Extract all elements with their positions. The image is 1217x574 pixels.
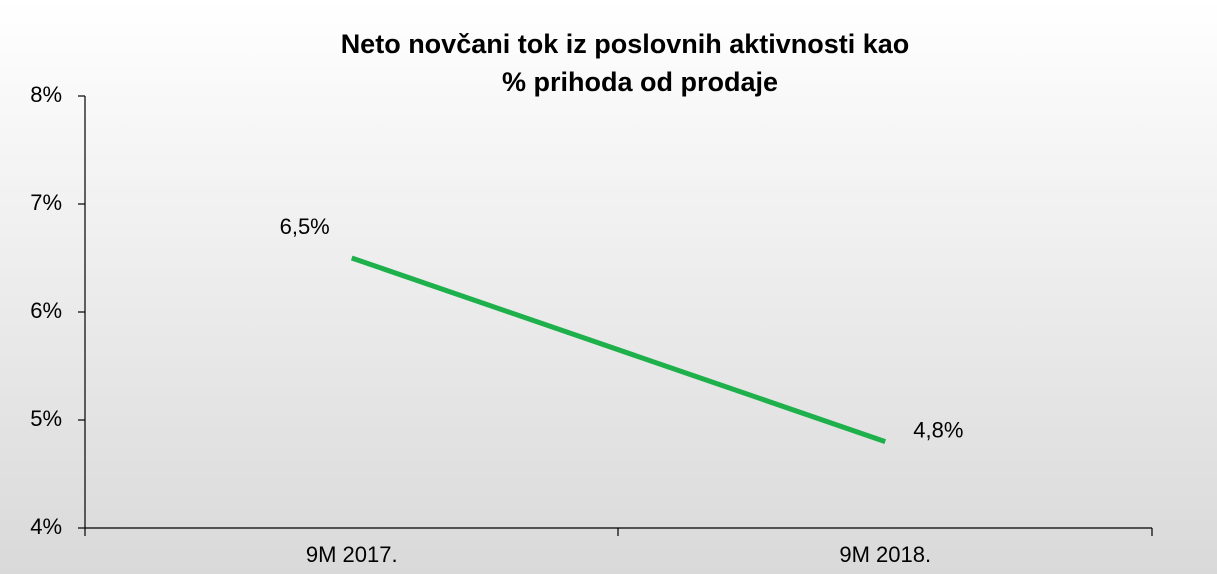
- y-tick-label: 4%: [30, 514, 62, 539]
- x-tick-label: 9M 2017.: [306, 542, 398, 567]
- line: [350, 255, 887, 444]
- data-label: 6,5%: [280, 214, 330, 239]
- chart-title: % prihoda od prodaje: [502, 67, 778, 97]
- y-tick-label: 7%: [30, 190, 62, 215]
- y-tick-label: 8%: [30, 82, 62, 107]
- y-tick-label: 5%: [30, 406, 62, 431]
- data-label: 4,8%: [913, 417, 963, 442]
- y-tick-label: 6%: [30, 298, 62, 323]
- chart-title: Neto novčani tok iz poslovnih aktivnosti…: [341, 29, 910, 59]
- x-tick-label: 9M 2018.: [839, 542, 931, 567]
